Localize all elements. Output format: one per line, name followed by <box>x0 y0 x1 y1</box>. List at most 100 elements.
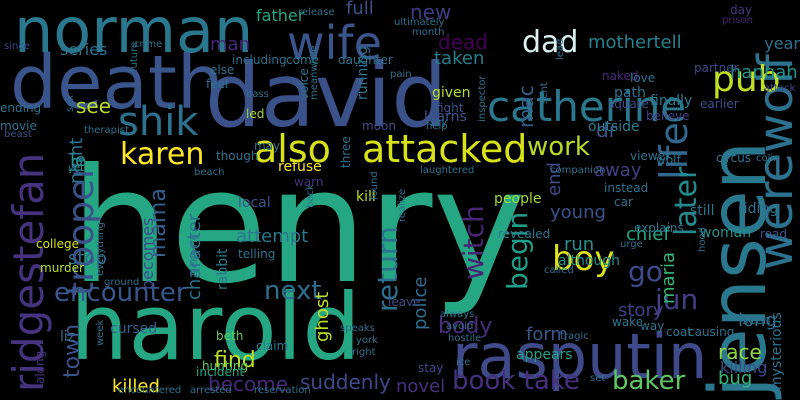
word: instead <box>604 181 649 195</box>
word: beast <box>4 129 32 140</box>
word: including <box>232 53 287 67</box>
word: circus <box>716 151 752 165</box>
word: father <box>256 6 305 25</box>
word: ice <box>456 357 471 368</box>
word: encounter <box>54 278 187 308</box>
word: kill <box>356 189 376 205</box>
word: go <box>628 255 663 288</box>
word: hostile <box>448 333 482 344</box>
word: sent <box>539 82 550 104</box>
word: hannah <box>730 62 798 83</box>
word: month <box>412 27 445 38</box>
word: although <box>558 253 621 269</box>
word: called <box>544 265 574 276</box>
word: local <box>238 195 271 211</box>
word: full <box>346 0 374 19</box>
word: away <box>594 160 642 181</box>
word: taken <box>434 48 485 69</box>
word: maria <box>658 252 679 304</box>
word: cursed <box>110 321 158 337</box>
word: naked <box>602 69 639 83</box>
word: bass <box>246 89 269 100</box>
word: stay <box>418 361 444 375</box>
word: back <box>305 184 316 208</box>
word: come <box>286 53 320 67</box>
word: inspector <box>477 75 488 122</box>
word: may <box>254 139 281 153</box>
word: pub <box>712 59 781 100</box>
word: also <box>254 127 331 171</box>
word: right <box>352 347 376 358</box>
word: college <box>36 237 79 251</box>
word: companion <box>550 165 606 176</box>
word: week <box>95 319 106 346</box>
word: form <box>526 324 568 345</box>
word: avoid <box>446 321 474 332</box>
word: meanwhile <box>309 45 320 100</box>
word: woman <box>700 225 752 241</box>
word: way <box>640 319 665 333</box>
word: since <box>4 41 30 52</box>
word: stop <box>68 248 107 269</box>
word: sleeping <box>189 233 200 276</box>
word: say <box>430 117 448 128</box>
word: wife <box>287 16 382 70</box>
word: attacked <box>362 127 528 171</box>
word: shik <box>118 99 199 145</box>
word: killed <box>112 376 160 397</box>
word: lead <box>555 38 566 60</box>
word: series <box>60 40 108 59</box>
word: attack <box>764 83 796 94</box>
word: dad <box>522 25 579 60</box>
word: sex <box>65 94 76 112</box>
word: suddenly <box>300 370 391 394</box>
word: arrested <box>190 385 232 396</box>
word: beth <box>216 329 244 343</box>
word: jun <box>655 283 699 316</box>
word: colin <box>756 153 780 164</box>
word: riding <box>738 201 779 217</box>
word: pain <box>390 69 412 80</box>
word: mac <box>514 85 538 128</box>
word: chief <box>626 224 670 245</box>
word: urge <box>620 239 643 250</box>
word: warn <box>294 175 324 189</box>
word: boy <box>552 239 615 279</box>
word: telling <box>238 247 276 261</box>
word: ground <box>104 277 140 288</box>
word: fight <box>436 101 464 115</box>
word: leave <box>388 295 421 309</box>
word: wolf <box>656 153 681 167</box>
word: moon <box>362 119 396 133</box>
word: baker <box>612 366 686 396</box>
word: see <box>76 94 112 118</box>
word: mothertell <box>588 32 682 53</box>
word: outside <box>588 119 640 135</box>
word: people <box>494 191 542 207</box>
word: body <box>438 314 493 339</box>
word: given <box>432 85 471 101</box>
word: causing <box>688 325 735 339</box>
word: karen <box>120 137 205 172</box>
word: man <box>210 34 250 55</box>
word: seen <box>742 313 771 327</box>
word: beach <box>194 167 225 178</box>
word: find <box>214 348 256 373</box>
word: catherine <box>487 82 687 131</box>
word: york <box>356 335 378 346</box>
word: next <box>264 276 322 306</box>
word: year <box>764 34 800 53</box>
word: new <box>410 0 452 24</box>
word: square <box>608 97 649 111</box>
word: future <box>129 41 140 72</box>
word: revealed <box>498 227 551 241</box>
word: claim <box>256 339 289 353</box>
word: else <box>210 63 235 77</box>
word: henry <box>70 135 526 319</box>
word: movie <box>0 119 37 133</box>
word: attempt <box>236 226 309 247</box>
word: though <box>216 149 259 163</box>
word: yet <box>68 163 84 174</box>
word: therapist <box>84 125 129 136</box>
